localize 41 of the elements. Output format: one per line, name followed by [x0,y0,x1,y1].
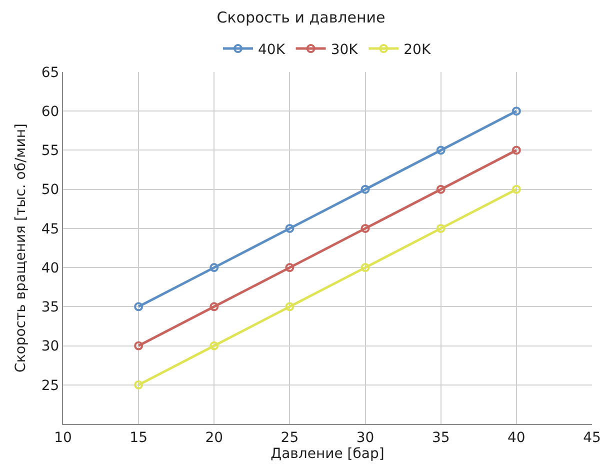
x-axis-title: Давление [бар] [270,446,384,462]
point [436,184,446,194]
x-tick-label: 20 [205,430,224,446]
point [134,302,144,312]
legend-label: 20K [404,42,432,58]
y-tick-label: 55 [41,143,60,160]
y-tick-label: 35 [41,300,60,316]
x-tick-label: 25 [280,430,299,446]
x-tick-label: 35 [432,430,450,446]
x-tick-label: 30 [356,430,374,446]
point [512,184,521,194]
y-tick-label: 45 [41,221,60,238]
y-tick-label: 65 [41,64,60,81]
legend-label: 30K [330,42,359,58]
point [134,341,144,350]
point [285,224,294,233]
y-tick-label: 60 [41,104,60,120]
x-tick-label: 45 [583,430,601,446]
y-tick-label: 40 [41,260,60,276]
y-tick-label: 30 [41,338,60,355]
x-tick-label: 15 [130,430,148,446]
point [360,224,370,233]
chart-title: Скорость и давление [216,8,386,26]
point [285,302,294,312]
point [210,263,219,272]
point [360,263,370,272]
point [210,302,219,312]
point [134,380,144,390]
point [285,263,294,272]
point [436,146,446,155]
y-tick-label: 50 [41,182,60,198]
point [436,224,446,233]
y-tick-label: 25 [41,378,60,394]
point [512,146,521,155]
x-tick-label: 40 [508,430,526,446]
x-tick-label: 10 [54,430,72,446]
point [210,341,219,350]
legend-label: 40K [258,42,286,58]
point [360,184,370,194]
y-axis-title: Скорость вращения [тыс. об/мин] [13,124,29,372]
point [512,106,521,116]
